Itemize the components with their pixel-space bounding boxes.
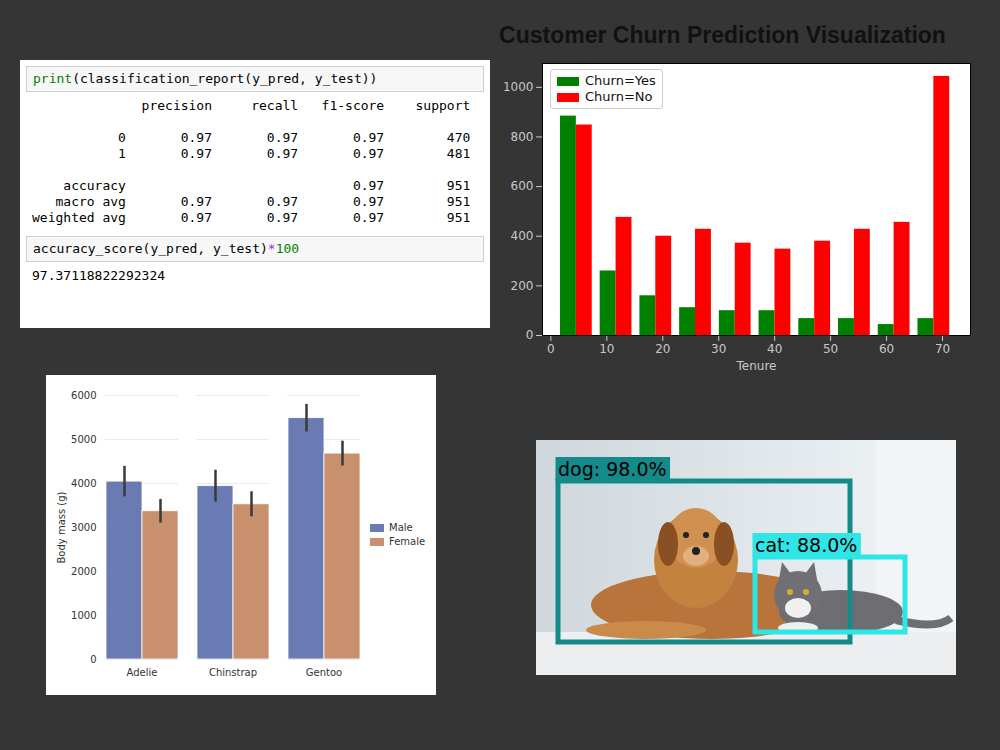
svg-text:40: 40	[767, 342, 782, 356]
svg-text:0: 0	[90, 654, 96, 665]
svg-text:0: 0	[547, 342, 555, 356]
html-text:Customer Churn Prediction Visu: Customer Churn Prediction Visualization	[499, 22, 946, 48]
html-text:precision recall f1-score supp: precision recall f1-score support 0 0.97…	[32, 98, 471, 225]
svg-text:600: 600	[511, 179, 534, 193]
svg-text:70: 70	[935, 342, 950, 356]
html-text:Female: Female	[389, 536, 426, 547]
html-text:print (classification_report(y: print (classification_report(y_pred, y_t…	[33, 71, 378, 86]
html-text:Male: Male	[389, 522, 413, 533]
svg-text:2000: 2000	[71, 566, 96, 577]
svg-text:10: 10	[599, 342, 614, 356]
html-text:97.37118822292324: 97.37118822292324	[32, 268, 166, 283]
svg-text:Chinstrap: Chinstrap	[209, 667, 257, 678]
svg-text:Gentoo: Gentoo	[306, 667, 342, 678]
svg-text:Body mass (g): Body mass (g)	[56, 491, 67, 563]
svg-text:60: 60	[879, 342, 894, 356]
svg-text:20: 20	[655, 342, 670, 356]
html-text:accuracy_score(y_pred, y_test): accuracy_score(y_pred, y_test) * 100	[33, 241, 300, 256]
svg-text:1000: 1000	[71, 610, 96, 621]
svg-text:50: 50	[823, 342, 838, 356]
html-text:Churn=No: Churn=No	[585, 89, 653, 104]
svg-text:Tenure: Tenure	[736, 359, 777, 373]
svg-text:800: 800	[511, 130, 534, 144]
svg-text:4000: 4000	[71, 478, 96, 489]
svg-text:3000: 3000	[71, 522, 96, 533]
svg-text:5000: 5000	[71, 434, 96, 445]
svg-text:6000: 6000	[71, 390, 96, 401]
svg-text:200: 200	[511, 279, 534, 293]
svg-text:Adelie: Adelie	[127, 667, 158, 678]
svg-text:30: 30	[711, 342, 726, 356]
svg-text:cat: 88.0%: cat: 88.0%	[755, 534, 857, 556]
svg-text:dog: 98.0%: dog: 98.0%	[558, 458, 667, 480]
svg-text:1000: 1000	[503, 80, 534, 94]
html-text:Churn=Yes: Churn=Yes	[585, 73, 656, 88]
svg-text:0: 0	[526, 328, 534, 342]
svg-text:400: 400	[511, 229, 534, 243]
